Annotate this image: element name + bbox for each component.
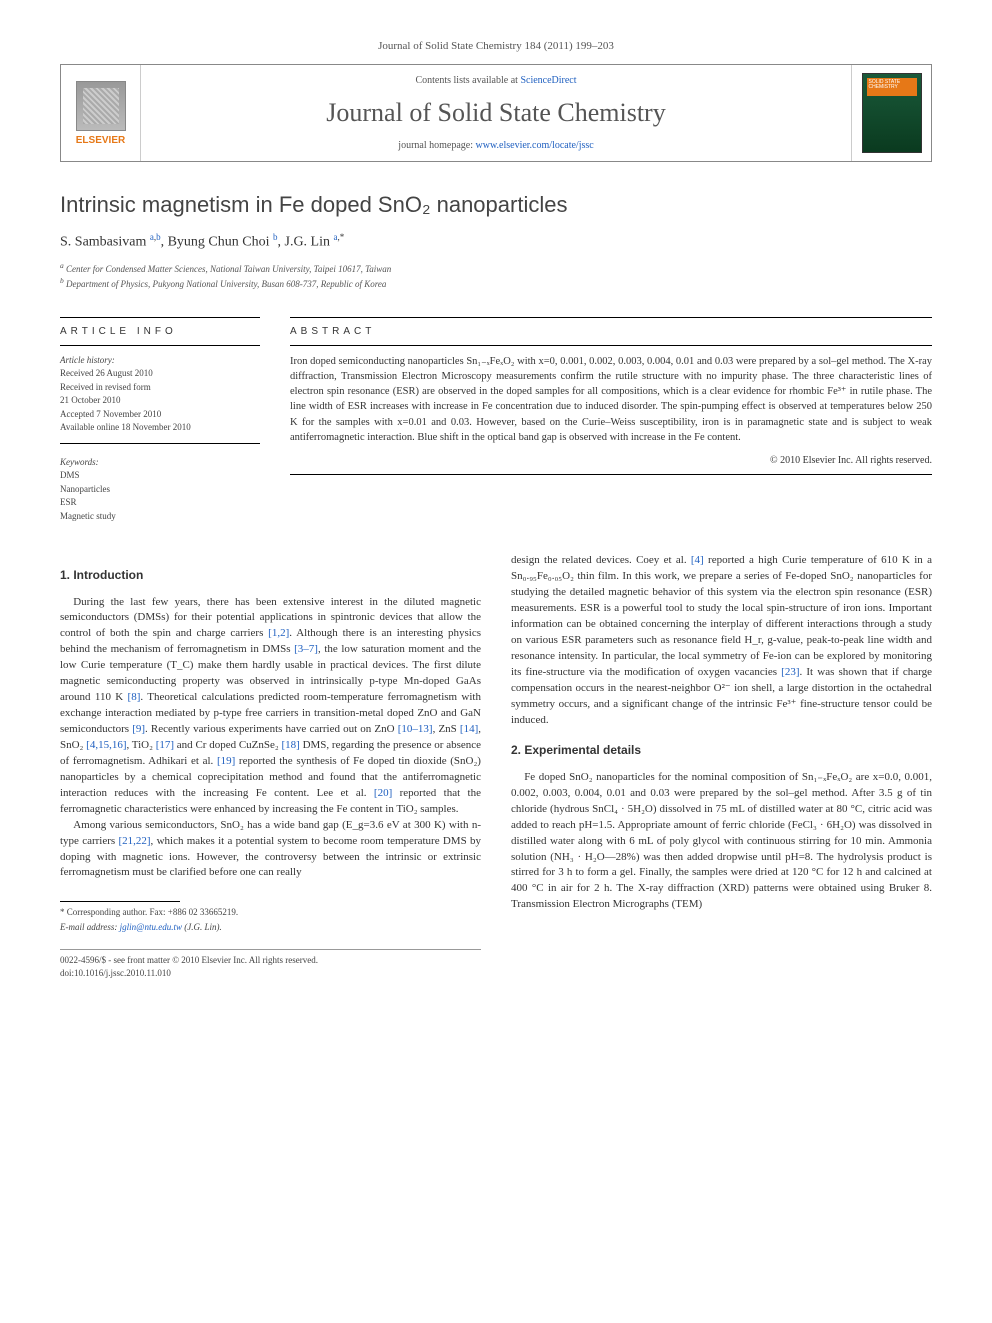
citation-link[interactable]: [10–13]: [398, 723, 433, 735]
header-center: Contents lists available at ScienceDirec…: [141, 65, 851, 161]
homepage-link[interactable]: www.elsevier.com/locate/jssc: [476, 140, 594, 151]
corresponding-email-line: E-mail address: jglin@ntu.edu.tw (J.G. L…: [60, 921, 481, 934]
issn-line: 0022-4596/$ - see front matter © 2010 El…: [60, 949, 481, 980]
homepage-prefix: journal homepage:: [398, 140, 475, 151]
email-suffix: (J.G. Lin).: [182, 922, 222, 932]
email-link[interactable]: jglin@ntu.edu.tw: [120, 922, 182, 932]
citation-link[interactable]: [18]: [282, 739, 300, 751]
rule: [60, 443, 260, 444]
article-info-column: ARTICLE INFO Article history: Received 2…: [60, 309, 260, 524]
cover-title: SOLID STATE CHEMISTRY: [869, 80, 915, 90]
citation-link[interactable]: [4,15,16]: [86, 739, 126, 751]
affiliations: a Center for Condensed Matter Sciences, …: [60, 261, 932, 289]
issn-text: 0022-4596/$ - see front matter © 2010 El…: [60, 954, 481, 967]
intro-paragraph-3: design the related devices. Coey et al. …: [511, 553, 932, 728]
article-info-label: ARTICLE INFO: [60, 326, 260, 337]
journal-name: Journal of Solid State Chemistry: [161, 98, 831, 128]
body-columns: 1. Introduction During the last few year…: [60, 553, 932, 979]
citation-link[interactable]: [19]: [217, 755, 235, 767]
affiliation-a: a Center for Condensed Matter Sciences, …: [60, 261, 932, 274]
authors-line: S. Sambasivam a,b, Byung Chun Choi b, J.…: [60, 232, 932, 251]
citation-link[interactable]: [20]: [374, 787, 392, 799]
publisher-name: ELSEVIER: [76, 135, 125, 146]
history-accepted: Accepted 7 November 2010: [60, 408, 260, 422]
abstract-copyright: © 2010 Elsevier Inc. All rights reserved…: [290, 455, 932, 466]
cover-block: SOLID STATE CHEMISTRY: [851, 65, 931, 161]
keyword: DMS: [60, 469, 260, 483]
history-revised-1: Received in revised form: [60, 381, 260, 395]
article-title: Intrinsic magnetism in Fe doped SnO₂ nan…: [60, 192, 932, 218]
affiliation-b: b Department of Physics, Pukyong Nationa…: [60, 276, 932, 289]
history-head: Article history:: [60, 354, 260, 368]
citation-link[interactable]: [4]: [691, 554, 704, 566]
abstract-text: Iron doped semiconducting nanoparticles …: [290, 354, 932, 445]
citation-link[interactable]: [23]: [781, 666, 799, 678]
citation-link[interactable]: [9]: [132, 723, 145, 735]
rule: [290, 317, 932, 318]
experimental-paragraph-1: Fe doped SnO₂ nanoparticles for the nomi…: [511, 770, 932, 913]
keyword: Magnetic study: [60, 510, 260, 524]
history-online: Available online 18 November 2010: [60, 421, 260, 435]
contents-prefix: Contents lists available at: [415, 75, 520, 86]
publisher-logo-block: ELSEVIER: [61, 65, 141, 161]
journal-cover-icon: SOLID STATE CHEMISTRY: [862, 73, 922, 153]
history-received: Received 26 August 2010: [60, 367, 260, 381]
citation-link[interactable]: [1,2]: [268, 627, 289, 639]
citation-link[interactable]: [3–7]: [294, 643, 318, 655]
abstract-column: ABSTRACT Iron doped semiconducting nanop…: [290, 309, 932, 524]
section-heading-intro: 1. Introduction: [60, 567, 481, 584]
citation-link[interactable]: [14]: [460, 723, 478, 735]
keywords-head: Keywords:: [60, 456, 260, 470]
citation-link[interactable]: [17]: [156, 739, 174, 751]
intro-paragraph-1: During the last few years, there has bee…: [60, 595, 481, 818]
sciencedirect-link[interactable]: ScienceDirect: [520, 75, 576, 86]
footnote-rule: [60, 901, 180, 902]
doi-text: doi:10.1016/j.jssc.2010.11.010: [60, 967, 481, 980]
abstract-label: ABSTRACT: [290, 326, 932, 337]
keyword: ESR: [60, 496, 260, 510]
journal-header: ELSEVIER Contents lists available at Sci…: [60, 64, 932, 162]
citation-link[interactable]: [8]: [128, 691, 141, 703]
keywords-block: Keywords: DMS Nanoparticles ESR Magnetic…: [60, 456, 260, 524]
contents-line: Contents lists available at ScienceDirec…: [161, 75, 831, 86]
rule: [60, 345, 260, 346]
article-history: Article history: Received 26 August 2010…: [60, 354, 260, 435]
journal-reference: Journal of Solid State Chemistry 184 (20…: [60, 40, 932, 52]
rule: [290, 474, 932, 475]
keyword: Nanoparticles: [60, 483, 260, 497]
rule: [60, 317, 260, 318]
corresponding-author: * Corresponding author. Fax: +886 02 336…: [60, 906, 481, 919]
homepage-line: journal homepage: www.elsevier.com/locat…: [161, 140, 831, 151]
citation-link[interactable]: [21,22]: [118, 835, 150, 847]
intro-paragraph-2: Among various semiconductors, SnO₂ has a…: [60, 818, 481, 882]
history-revised-2: 21 October 2010: [60, 394, 260, 408]
corresponding-footer: * Corresponding author. Fax: +886 02 336…: [60, 901, 481, 979]
rule: [290, 345, 932, 346]
elsevier-tree-icon: [76, 81, 126, 131]
section-heading-experimental: 2. Experimental details: [511, 742, 932, 759]
email-label: E-mail address:: [60, 922, 120, 932]
